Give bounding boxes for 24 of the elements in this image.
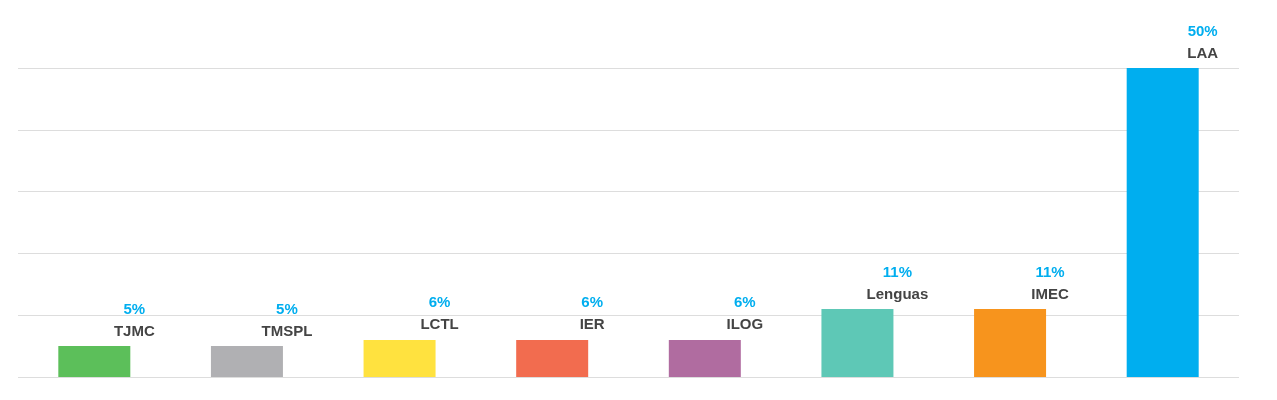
data-label: 11% <box>882 262 913 280</box>
data-label: 6% <box>581 293 604 311</box>
bar <box>668 339 741 377</box>
x-tick-label: LCTL <box>420 315 459 333</box>
bar <box>58 346 131 377</box>
bar <box>210 346 283 377</box>
x-tick-label: TJMC <box>113 321 155 339</box>
data-label: 6% <box>428 293 451 311</box>
bar <box>516 339 589 377</box>
data-label: 6% <box>733 293 756 311</box>
data-label: 50% <box>1187 21 1218 39</box>
x-tick-label: LAA <box>1187 43 1219 61</box>
data-label: 5% <box>123 299 146 317</box>
data-label: 5% <box>276 299 298 317</box>
x-tick-label: ILOG <box>726 315 764 333</box>
bar <box>1126 68 1199 377</box>
x-tick-label: TMSPL <box>261 321 313 339</box>
x-tick-label: Lenguas <box>866 284 929 302</box>
x-tick-label: IMEC <box>1031 284 1069 302</box>
x-tick-label: IER <box>579 315 605 333</box>
bar <box>974 309 1047 377</box>
bar <box>363 339 436 377</box>
bar <box>821 309 894 377</box>
data-label: 11% <box>1035 262 1065 280</box>
